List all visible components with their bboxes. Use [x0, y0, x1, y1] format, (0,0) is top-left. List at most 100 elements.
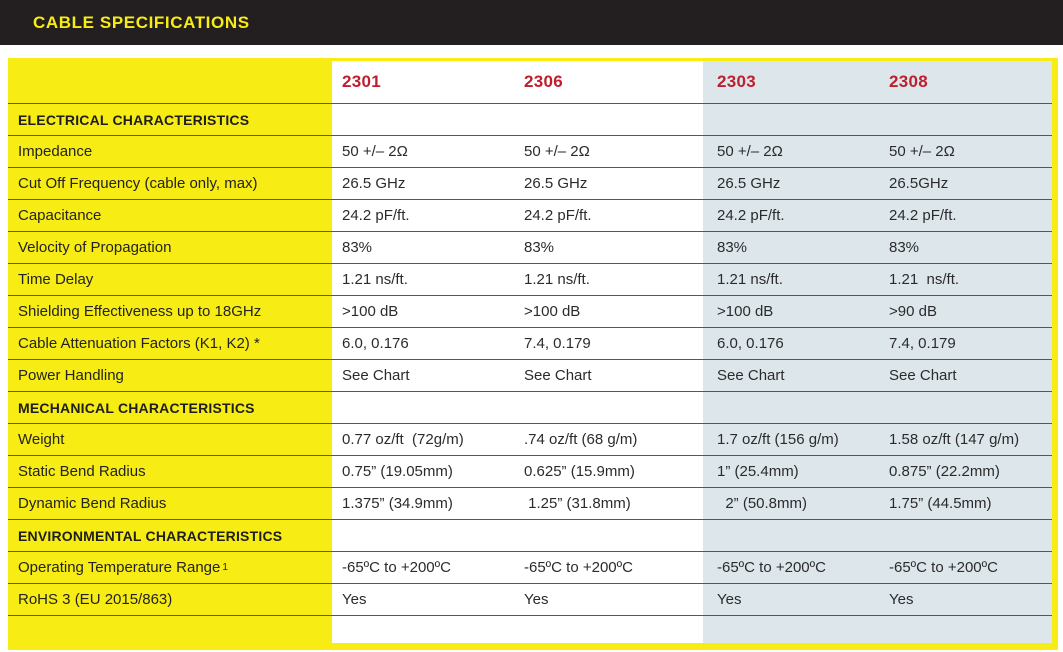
cell-value — [516, 104, 703, 136]
section-header-text: MECHANICAL CHARACTERISTICS — [18, 399, 255, 416]
cell-value-text: 50 +/– 2Ω — [889, 143, 955, 160]
page-title: CABLE SPECIFICATIONS — [33, 12, 250, 32]
spec-table: 2301 2306 2303 2308 ELECTRICAL CHARACTERISTI… — [8, 58, 1058, 650]
cell-value-text: 83% — [717, 239, 748, 256]
cell-value: See Chart — [332, 360, 516, 392]
cell-value — [703, 520, 880, 552]
row-label: Impedance — [8, 136, 332, 168]
cell-value-text: 0.75” (19.05mm) — [342, 463, 453, 480]
cell-value-text: Yes — [524, 591, 549, 608]
cell-value-text: 24.2 pF/ft. — [342, 207, 410, 224]
cell-value: See Chart — [516, 360, 703, 392]
cell-value: >100 dB — [516, 296, 703, 328]
cell-value — [880, 392, 1052, 424]
filler-row-cell — [332, 616, 516, 643]
cell-value-text: 2” (50.8mm) — [717, 495, 808, 512]
cell-value: 24.2 pF/ft. — [516, 200, 703, 232]
cell-value: 26.5 GHz — [703, 168, 880, 200]
cell-value — [880, 520, 1052, 552]
section-header: ELECTRICAL CHARACTERISTICS — [8, 104, 332, 136]
cell-value-text: 1” (25.4mm) — [717, 463, 799, 480]
cell-value-text: 83% — [524, 239, 555, 256]
cell-value-text: 1.58 oz/ft (147 g/m) — [889, 431, 1020, 448]
row-label-text: Weight — [18, 431, 65, 448]
title-bar: CABLE SPECIFICATIONS — [0, 0, 1063, 45]
cell-value: 0.625” (15.9mm) — [516, 456, 703, 488]
cell-value-text: 24.2 pF/ft. — [717, 207, 785, 224]
row-label: Velocity of Propagation — [8, 232, 332, 264]
cell-value: 26.5 GHz — [332, 168, 516, 200]
cell-value-text: 1.375” (34.9mm) — [342, 495, 453, 512]
cell-value: See Chart — [880, 360, 1052, 392]
row-label-text: Velocity of Propagation — [18, 239, 172, 256]
column-header: 2306 — [516, 61, 703, 104]
cell-value — [703, 392, 880, 424]
cell-value-text: 50 +/– 2Ω — [342, 143, 408, 160]
row-label: Cut Off Frequency (cable only, max) — [8, 168, 332, 200]
cell-value-text: See Chart — [717, 367, 785, 384]
cell-value: 1.21 ns/ft. — [880, 264, 1052, 296]
row-label-text: Dynamic Bend Radius — [18, 495, 167, 512]
column-header-text: 2306 — [524, 72, 564, 91]
cell-value-text: >100 dB — [717, 303, 774, 320]
row-label: Static Bend Radius — [8, 456, 332, 488]
cell-value-text: 6.0, 0.176 — [717, 335, 784, 352]
cell-value-text: 1.25” (31.8mm) — [524, 495, 631, 512]
cell-value-text: 26.5 GHz — [717, 175, 781, 192]
cell-value: 0.75” (19.05mm) — [332, 456, 516, 488]
cell-value: 6.0, 0.176 — [703, 328, 880, 360]
cell-value: 1.21 ns/ft. — [516, 264, 703, 296]
cell-value-text: Yes — [342, 591, 367, 608]
column-header: 2303 — [703, 61, 880, 104]
cell-value-text: -65ºC to +200ºC — [889, 559, 998, 576]
cell-value-text: 1.75” (44.5mm) — [889, 495, 992, 512]
table-corner-cell — [8, 61, 332, 104]
cell-value: 0.77 oz/ft (72g/m) — [332, 424, 516, 456]
cell-value-text: 1.21 ns/ft. — [342, 271, 408, 288]
cell-value: 2” (50.8mm) — [703, 488, 880, 520]
cell-value — [332, 392, 516, 424]
cell-value: 7.4, 0.179 — [880, 328, 1052, 360]
cell-value: 1.75” (44.5mm) — [880, 488, 1052, 520]
cell-value-text: 26.5GHz — [889, 175, 949, 192]
cell-value: 24.2 pF/ft. — [332, 200, 516, 232]
row-label-text: Cut Off Frequency (cable only, max) — [18, 175, 258, 192]
row-label: RoHS 3 (EU 2015/863) — [8, 584, 332, 616]
cell-value: 1.21 ns/ft. — [703, 264, 880, 296]
cell-value: >100 dB — [703, 296, 880, 328]
filler-row-cell — [516, 616, 703, 643]
cell-value-text: See Chart — [342, 367, 410, 384]
cell-value-text: 0.875” (22.2mm) — [889, 463, 1000, 480]
cell-value — [332, 520, 516, 552]
cell-value-text: 24.2 pF/ft. — [889, 207, 957, 224]
cell-value: 1.375” (34.9mm) — [332, 488, 516, 520]
cell-value-text: >100 dB — [524, 303, 581, 320]
cell-value-text: 6.0, 0.176 — [342, 335, 409, 352]
cell-value-text: See Chart — [889, 367, 957, 384]
cell-value: 1.7 oz/ft (156 g/m) — [703, 424, 880, 456]
cell-value-text: 50 +/– 2Ω — [717, 143, 783, 160]
cell-value: 7.4, 0.179 — [516, 328, 703, 360]
cell-value-text: 1.21 ns/ft. — [524, 271, 590, 288]
cell-value-text: 0.77 oz/ft (72g/m) — [342, 431, 464, 448]
cell-value — [332, 104, 516, 136]
cell-value-text: Yes — [717, 591, 742, 608]
section-header: ENVIRONMENTAL CHARACTERISTICS — [8, 520, 332, 552]
cell-value: 0.875” (22.2mm) — [880, 456, 1052, 488]
section-header: MECHANICAL CHARACTERISTICS — [8, 392, 332, 424]
cell-value: 24.2 pF/ft. — [703, 200, 880, 232]
row-label: Dynamic Bend Radius — [8, 488, 332, 520]
cell-value — [516, 392, 703, 424]
cell-value: 6.0, 0.176 — [332, 328, 516, 360]
cell-value-text: -65ºC to +200ºC — [524, 559, 633, 576]
filler-row-cell — [880, 616, 1052, 643]
cell-value: 50 +/– 2Ω — [703, 136, 880, 168]
section-header-text: ELECTRICAL CHARACTERISTICS — [18, 111, 250, 128]
row-label: Cable Attenuation Factors (K1, K2) * — [8, 328, 332, 360]
cell-value: -65ºC to +200ºC — [703, 552, 880, 584]
cell-value: 26.5 GHz — [516, 168, 703, 200]
cell-value: 1.21 ns/ft. — [332, 264, 516, 296]
cell-value: 83% — [880, 232, 1052, 264]
row-label: Time Delay — [8, 264, 332, 296]
row-label-text: Impedance — [18, 143, 93, 160]
